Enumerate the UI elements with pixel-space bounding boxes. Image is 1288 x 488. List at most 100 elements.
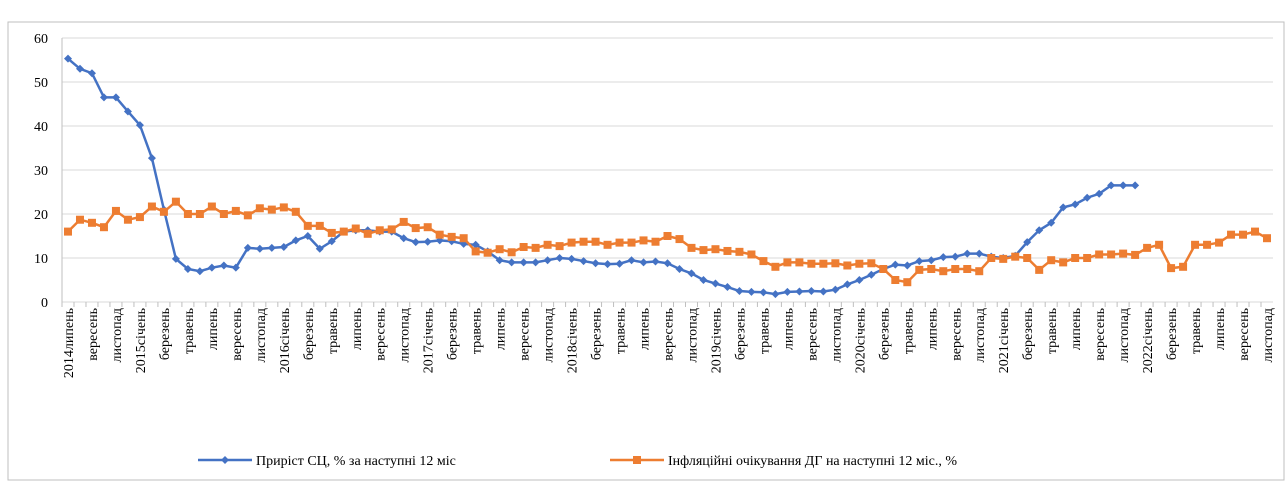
marker xyxy=(303,221,312,230)
marker xyxy=(99,223,108,232)
marker xyxy=(195,210,204,218)
x-tick-label: травень xyxy=(614,308,629,354)
y-tick-label: 20 xyxy=(34,208,48,223)
marker xyxy=(1083,254,1092,262)
x-tick-label: липень xyxy=(350,308,365,350)
marker xyxy=(579,237,588,246)
marker xyxy=(267,243,276,252)
marker xyxy=(411,238,420,247)
marker xyxy=(459,234,468,243)
marker xyxy=(543,256,552,265)
x-tick-label: березень xyxy=(158,308,173,360)
marker xyxy=(1095,250,1104,259)
marker xyxy=(783,258,792,267)
marker xyxy=(819,287,828,296)
marker xyxy=(221,456,229,464)
marker xyxy=(87,218,96,227)
marker xyxy=(1239,230,1248,239)
marker xyxy=(243,211,252,220)
marker xyxy=(75,215,84,224)
marker xyxy=(327,228,336,237)
y-tick-label: 0 xyxy=(41,296,48,311)
x-tick-label: 2014липень xyxy=(62,308,77,378)
x-tick-label: липень xyxy=(781,308,796,350)
marker xyxy=(87,69,96,78)
marker xyxy=(567,238,576,247)
marker xyxy=(111,93,120,102)
marker xyxy=(423,237,432,246)
marker xyxy=(963,265,972,273)
marker xyxy=(603,260,612,269)
marker xyxy=(903,261,912,270)
marker xyxy=(279,243,288,251)
y-tick-label: 60 xyxy=(34,32,48,47)
marker xyxy=(519,258,528,267)
marker xyxy=(147,154,156,163)
marker xyxy=(1071,200,1080,209)
marker xyxy=(1119,181,1128,190)
marker xyxy=(171,197,180,206)
marker xyxy=(711,245,720,254)
marker xyxy=(867,270,876,279)
x-tick-label: листопад xyxy=(398,308,413,362)
marker xyxy=(603,240,612,249)
marker xyxy=(219,210,228,218)
x-tick-label: липень xyxy=(1213,308,1228,350)
marker xyxy=(639,258,648,267)
marker xyxy=(687,243,696,252)
marker xyxy=(207,263,216,272)
marker xyxy=(939,253,948,262)
marker xyxy=(759,257,768,266)
x-tick-label: вересень xyxy=(86,308,101,361)
x-tick-label: листопад xyxy=(110,308,125,362)
x-tick-label: травень xyxy=(901,308,916,354)
marker xyxy=(435,230,444,239)
marker xyxy=(675,265,684,273)
marker xyxy=(147,202,156,211)
marker xyxy=(1059,203,1068,212)
marker xyxy=(363,229,372,238)
x-tick-label: вересень xyxy=(662,308,677,361)
x-tick-label: березень xyxy=(1165,308,1180,360)
marker xyxy=(255,204,264,213)
marker xyxy=(63,227,72,236)
marker xyxy=(771,290,780,299)
marker xyxy=(1155,240,1164,249)
x-tick-label: травень xyxy=(470,308,485,354)
marker xyxy=(1035,226,1044,235)
marker xyxy=(747,287,756,296)
marker xyxy=(291,207,300,216)
marker xyxy=(951,265,960,273)
marker xyxy=(987,254,996,262)
marker xyxy=(231,206,240,215)
marker xyxy=(615,259,624,268)
marker xyxy=(195,267,204,276)
x-tick-label: липень xyxy=(494,308,509,350)
marker xyxy=(735,247,744,256)
marker xyxy=(1059,258,1068,267)
marker xyxy=(771,262,780,271)
marker xyxy=(723,246,732,255)
x-tick-label: листопад xyxy=(254,308,269,362)
marker xyxy=(627,238,636,247)
marker xyxy=(651,257,660,266)
x-tick-label: вересень xyxy=(949,308,964,361)
marker xyxy=(243,243,252,252)
marker xyxy=(1215,238,1224,247)
marker xyxy=(711,279,720,288)
x-tick-label: вересень xyxy=(518,308,533,361)
marker xyxy=(1095,189,1104,198)
marker xyxy=(1203,240,1212,249)
marker xyxy=(183,265,192,273)
x-tick-label: 2017січень xyxy=(422,308,437,373)
marker xyxy=(663,232,672,240)
marker xyxy=(1107,181,1116,190)
legend-label: Приріст СЦ, % за наступні 12 міс xyxy=(256,454,456,469)
marker xyxy=(975,249,984,258)
x-tick-label: липень xyxy=(925,308,940,350)
marker xyxy=(543,240,552,249)
x-tick-label: березень xyxy=(733,308,748,360)
marker xyxy=(831,285,840,294)
marker xyxy=(747,250,756,259)
